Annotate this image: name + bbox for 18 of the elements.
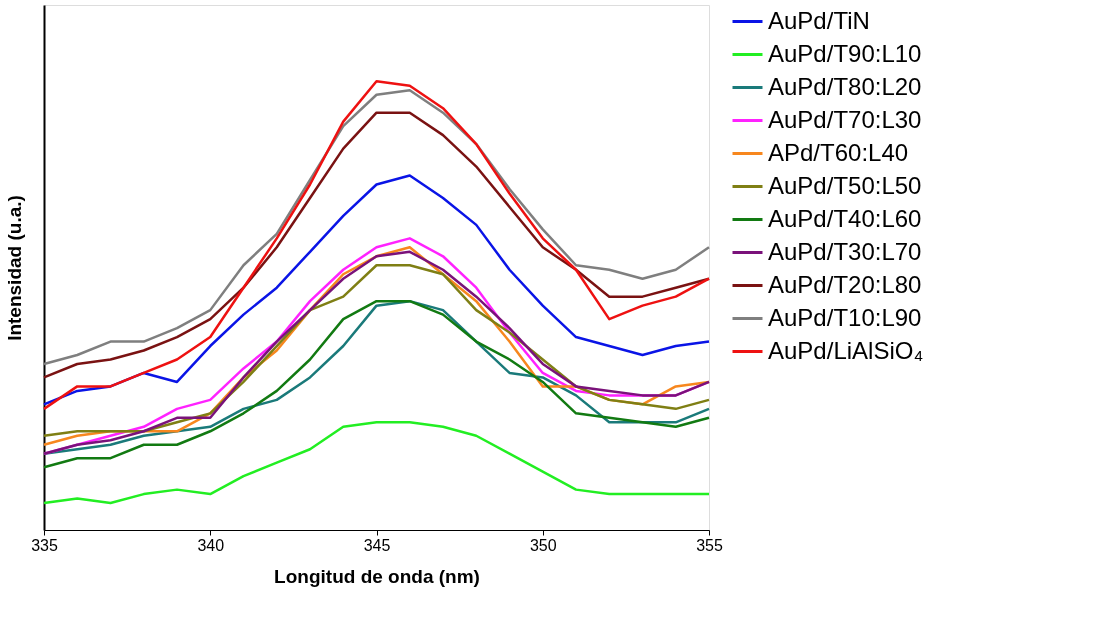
legend-label: AuPd/T80:L20 — [768, 72, 922, 100]
legend-label: AuPd/T20:L80 — [768, 270, 922, 298]
legend-label: AuPd/T90:L10 — [768, 39, 922, 67]
x-tick-label: 350 — [529, 536, 557, 554]
x-axis-title: Longitud de onda (nm) — [274, 565, 480, 587]
x-tick-label: 345 — [363, 536, 391, 554]
legend-label: APd/T60:L40 — [768, 138, 909, 166]
legend-label: AuPd/LiAlSiO₄ — [768, 336, 924, 364]
legend-label: AuPd/T70:L30 — [768, 105, 922, 133]
legend-label: AuPd/T40:L60 — [768, 204, 922, 232]
legend-label: AuPd/T30:L70 — [768, 237, 922, 265]
y-axis-title: Intensidad (u.a.) — [3, 195, 25, 341]
x-tick-label: 335 — [31, 536, 58, 554]
legend-label: AuPd/TiN — [768, 6, 870, 34]
legend-label: AuPd/T50:L50 — [768, 171, 922, 199]
x-tick-label: 340 — [197, 536, 225, 554]
legend-label: AuPd/T10:L90 — [768, 303, 922, 331]
x-tick-label: 355 — [696, 536, 723, 554]
